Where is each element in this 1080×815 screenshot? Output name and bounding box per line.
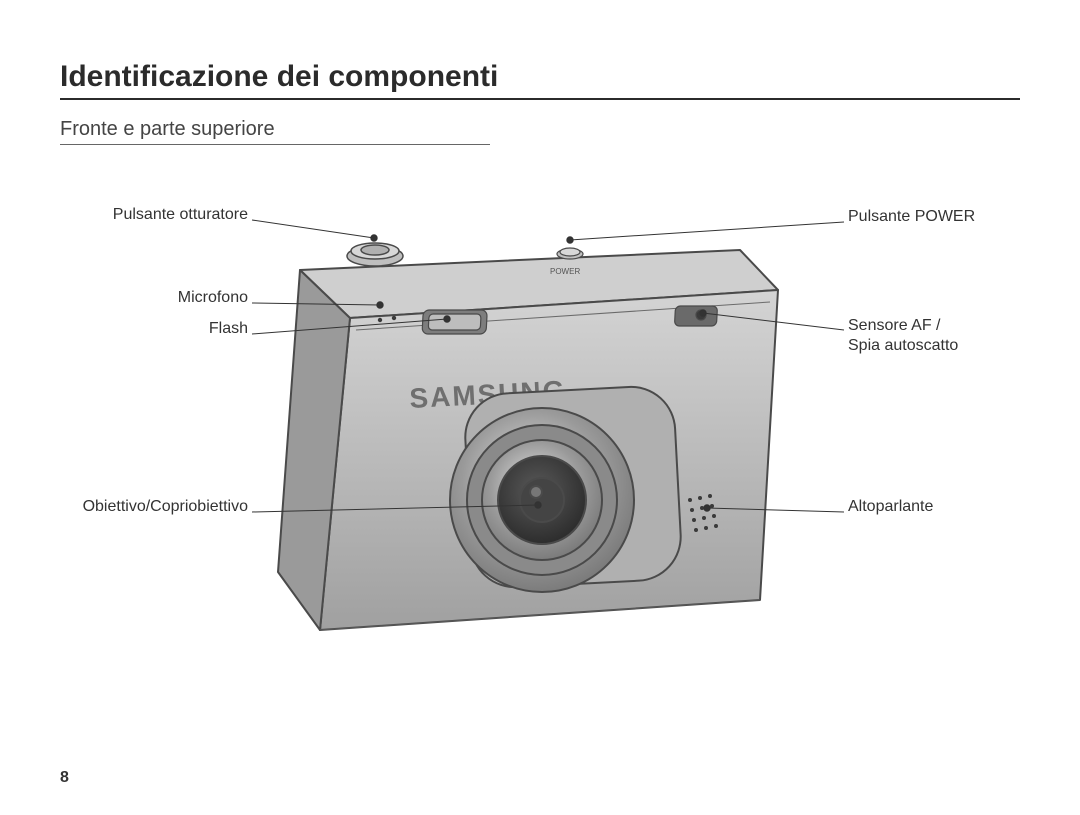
subtitle: Fronte e parte superiore [60,118,275,141]
manual-page: Identificazione dei componenti Fronte e … [0,0,1080,815]
label-lens: Obiettivo/Copriobiettivo [83,498,248,516]
label-shutter: Pulsante otturatore [113,206,248,224]
svg-text:POWER: POWER [550,267,580,276]
title-rule [60,98,1020,100]
camera-illustration: POWER SAMSUNG [260,220,800,650]
subtitle-rule [60,144,490,145]
label-speaker: Altoparlante [848,498,933,516]
page-number: 8 [60,769,69,787]
label-power: Pulsante POWER [848,208,975,226]
label-af-sensor: Sensore AF /Spia autoscatto [848,316,958,356]
page-title: Identificazione dei componenti [60,60,498,94]
label-microphone: Microfono [178,289,248,307]
label-af-sensor-text: Sensore AF /Spia autoscatto [848,317,958,354]
label-flash: Flash [209,320,248,338]
